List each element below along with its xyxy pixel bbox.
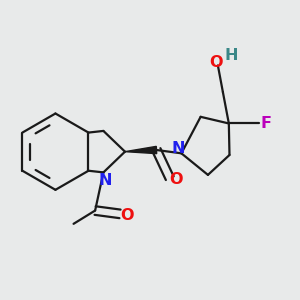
Text: N: N	[98, 173, 112, 188]
Text: O: O	[209, 55, 223, 70]
Text: F: F	[260, 116, 272, 131]
Text: H: H	[224, 48, 238, 63]
Text: O: O	[120, 208, 134, 223]
Text: N: N	[171, 141, 185, 156]
Polygon shape	[125, 146, 157, 154]
Text: O: O	[169, 172, 182, 188]
